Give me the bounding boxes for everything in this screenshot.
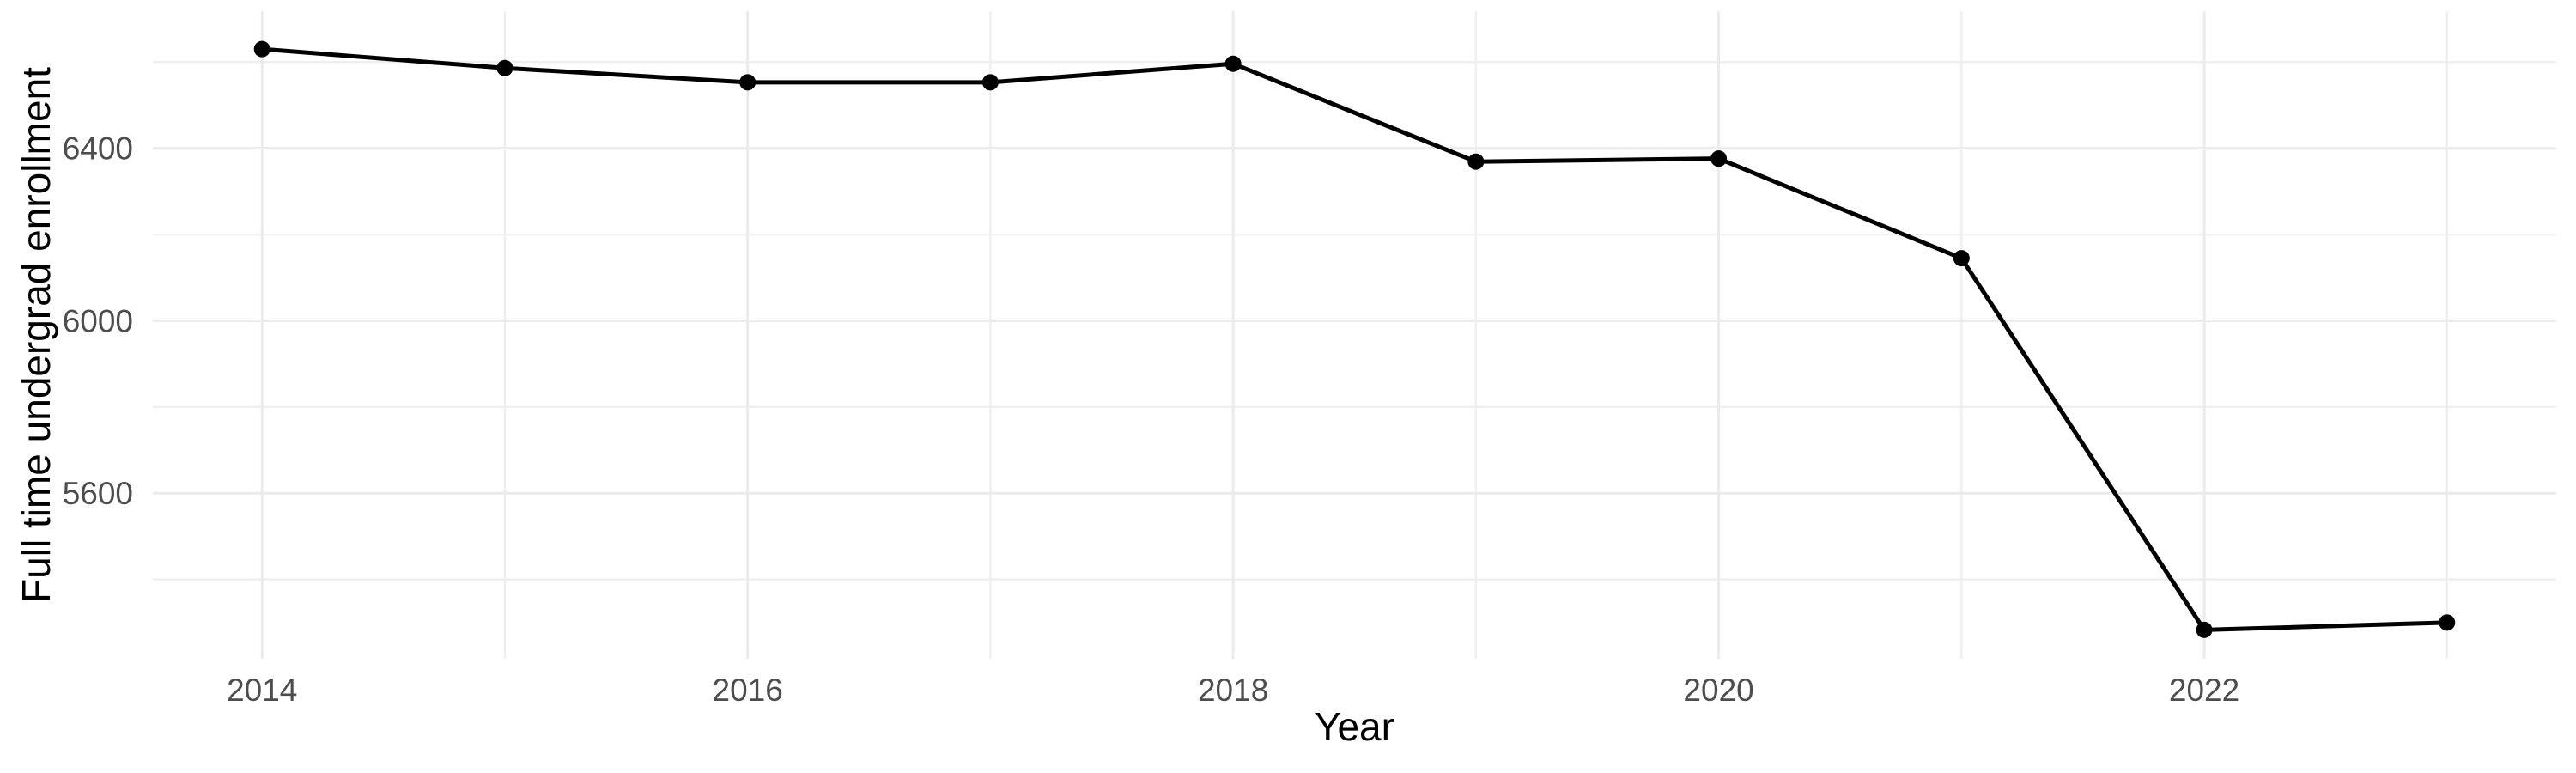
y-tick-label: 6000 [63,303,133,338]
data-point [1467,153,1485,170]
data-point [2196,621,2213,638]
data-point [496,59,513,76]
x-tick-label: 2014 [227,673,297,708]
x-tick-label: 2018 [1198,673,1268,708]
x-axis-title: Year [1315,704,1394,749]
x-axis-tick-labels: 2014 2016 2018 2020 2022 [227,673,2239,708]
data-point [1710,150,1728,167]
data-point [739,74,756,91]
data-point [1953,250,1970,267]
grid-major-layer [153,11,2556,659]
y-tick-label: 6400 [63,131,133,167]
y-axis-tick-labels: 6400 6000 5600 [63,131,133,512]
data-point [2439,614,2456,631]
data-point [1224,55,1242,72]
x-tick-label: 2020 [1683,673,1753,708]
data-point [981,74,999,91]
grid-minor-layer [153,11,2556,659]
data-point [253,40,270,58]
x-tick-label: 2016 [713,673,783,708]
series-line [262,46,2447,632]
y-tick-label: 5600 [63,476,133,511]
series-layer [253,40,2456,638]
y-axis-title: Full time undergrad enrollment [14,67,58,603]
x-tick-label: 2022 [2169,673,2239,708]
